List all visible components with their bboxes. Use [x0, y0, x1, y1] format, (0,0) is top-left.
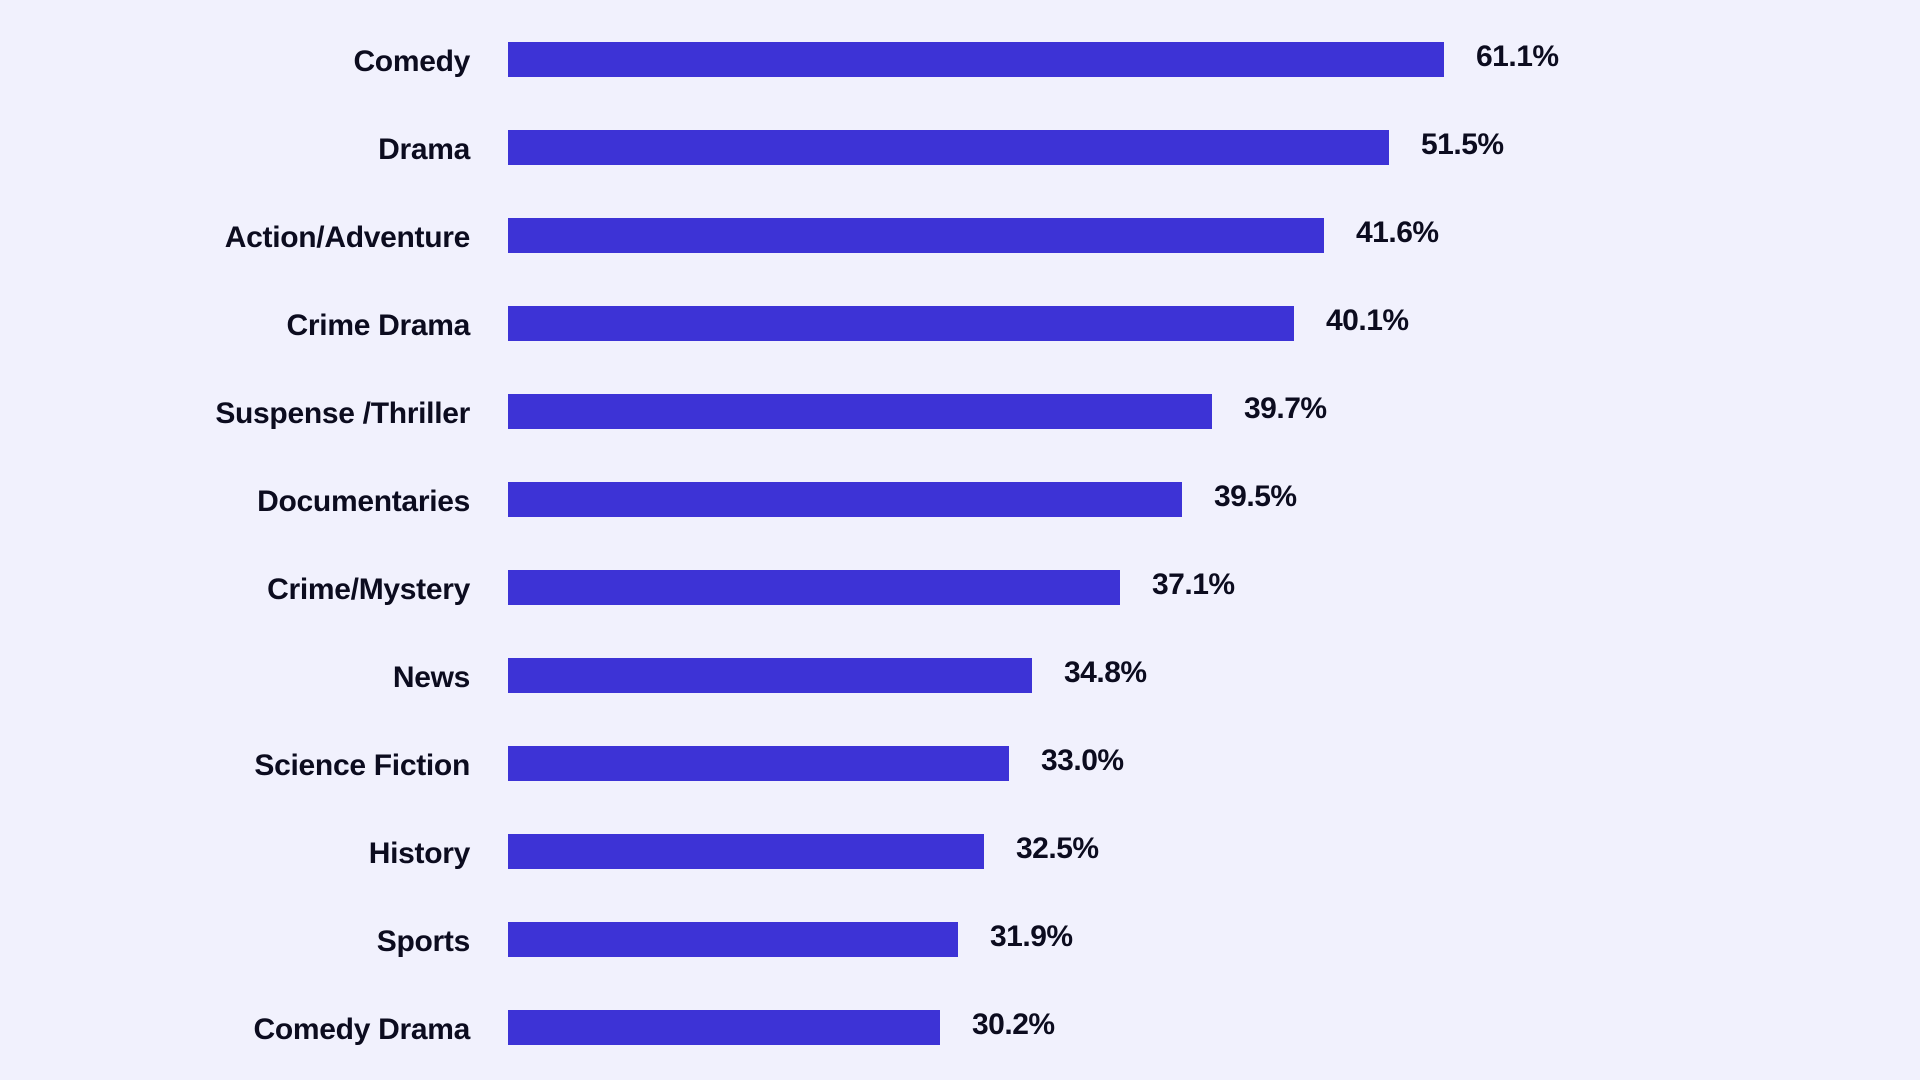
bar-row: Comedy 61.1% [0, 40, 1920, 78]
bar-row: Suspense /Thriller 39.7% [0, 392, 1920, 430]
value-label: 32.5% [1016, 832, 1099, 865]
value-label: 40.1% [1326, 304, 1409, 337]
bar [508, 130, 1389, 165]
bar [508, 834, 984, 869]
bar-row: History 32.5% [0, 832, 1920, 870]
category-label: Drama [378, 133, 470, 166]
bar [508, 218, 1324, 253]
bar-row: Documentaries 39.5% [0, 480, 1920, 518]
bar-row: Drama 51.5% [0, 128, 1920, 166]
value-label: 30.2% [972, 1008, 1055, 1041]
bar [508, 42, 1444, 77]
value-label: 39.7% [1244, 392, 1327, 425]
bar-row: Science Fiction 33.0% [0, 744, 1920, 782]
bar-row: Sports 31.9% [0, 920, 1920, 958]
category-label: History [368, 837, 471, 870]
value-label: 39.5% [1214, 480, 1297, 513]
category-label: Action/Adventure [224, 221, 471, 254]
bar [508, 570, 1120, 605]
bar-row: Action/Adventure 41.6% [0, 216, 1920, 254]
category-label: Crime/Mystery [267, 573, 470, 606]
bar-row: Crime Drama 40.1% [0, 304, 1920, 342]
bar-row: Crime/Mystery 37.1% [0, 568, 1920, 606]
value-label: 31.9% [990, 920, 1073, 953]
category-label: News [392, 661, 470, 694]
bar [508, 482, 1182, 517]
value-label: 37.1% [1152, 568, 1235, 601]
bar [508, 746, 1009, 781]
bar [508, 922, 958, 957]
bar [508, 1010, 940, 1045]
category-label: Documentaries [257, 485, 470, 518]
value-label: 33.0% [1041, 744, 1124, 777]
category-label: Comedy Drama [253, 1013, 471, 1046]
value-label: 51.5% [1421, 128, 1504, 161]
value-label: 61.1% [1476, 40, 1559, 73]
category-label: Comedy [353, 45, 470, 78]
category-label: Suspense /Thriller [215, 397, 470, 430]
bar [508, 306, 1294, 341]
category-label: Sports [376, 925, 471, 958]
value-label: 41.6% [1356, 216, 1439, 249]
bar [508, 394, 1212, 429]
category-label: Science Fiction [254, 749, 470, 782]
category-label: Crime Drama [286, 309, 471, 342]
bar [508, 658, 1032, 693]
value-label: 34.8% [1064, 656, 1147, 689]
bar-row: Comedy Drama 30.2% [0, 1008, 1920, 1046]
bar-row: News 34.8% [0, 656, 1920, 694]
